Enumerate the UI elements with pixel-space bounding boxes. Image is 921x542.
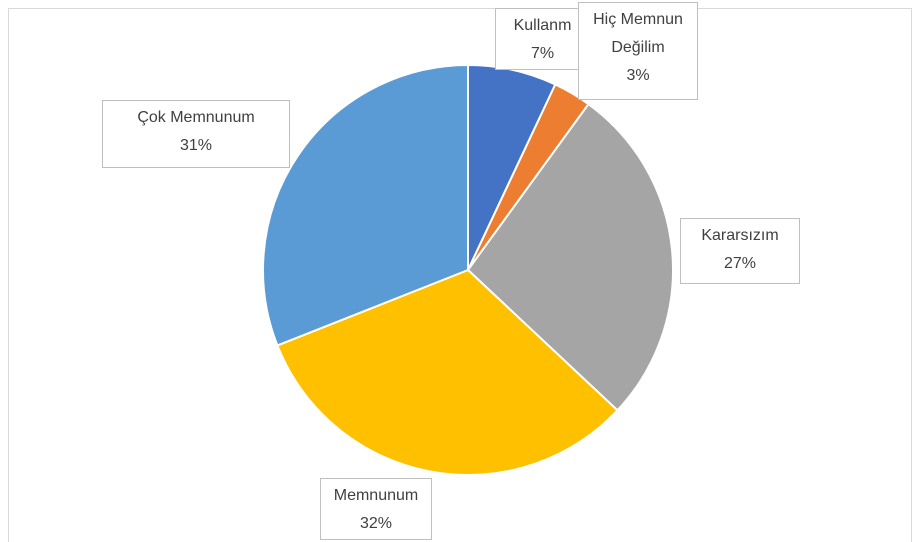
- data-label: Hiç Memnun Değilim 3%: [578, 2, 698, 100]
- label-name: Kararsızım: [701, 227, 779, 244]
- label-value: 31%: [179, 137, 213, 154]
- data-label: Çok Memnunum 31%: [102, 100, 290, 168]
- pie-slice: [276, 268, 619, 476]
- pie-slice: [466, 102, 674, 412]
- chart-frame: [8, 8, 912, 542]
- pie-slice: [262, 63, 469, 347]
- label-name: Kullanm: [513, 17, 572, 34]
- label-value: 32%: [359, 515, 393, 532]
- data-label: Kararsızım 27%: [680, 218, 800, 284]
- data-label: Kullanm 7%: [495, 8, 590, 70]
- label-name: Hiç Memnun Değilim: [593, 11, 683, 56]
- label-name: Memnunum: [333, 487, 419, 504]
- label-name: Çok Memnunum: [137, 109, 255, 126]
- label-value: 7%: [530, 45, 555, 62]
- data-label: Memnunum 32%: [320, 478, 432, 540]
- label-value: 27%: [723, 255, 757, 272]
- label-value: 3%: [626, 67, 650, 84]
